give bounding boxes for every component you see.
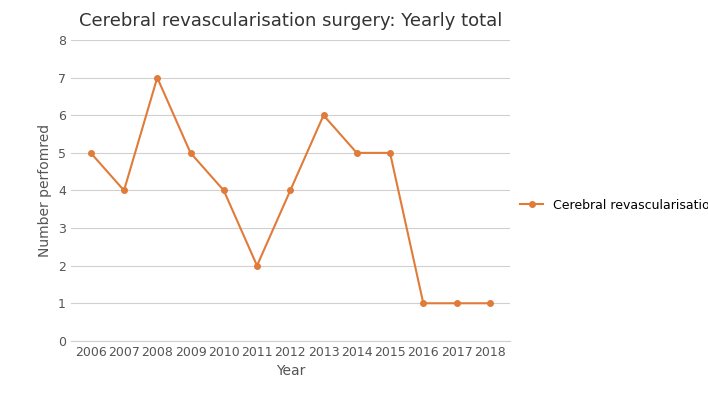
Title: Cerebral revascularisation surgery: Yearly total: Cerebral revascularisation surgery: Year…	[79, 12, 502, 30]
X-axis label: Year: Year	[275, 364, 305, 378]
Cerebral revascularisation	[153, 75, 161, 80]
Y-axis label: Number perfomred: Number perfomred	[38, 124, 52, 257]
Line: Cerebral revascularisation: Cerebral revascularisation	[88, 75, 493, 306]
Cerebral revascularisation	[353, 150, 361, 155]
Cerebral revascularisation	[452, 301, 461, 306]
Cerebral revascularisation	[86, 150, 95, 155]
Cerebral revascularisation	[386, 150, 394, 155]
Cerebral revascularisation	[120, 188, 128, 193]
Legend: Cerebral revascularisation: Cerebral revascularisation	[520, 199, 708, 212]
Cerebral revascularisation	[286, 188, 295, 193]
Cerebral revascularisation	[486, 301, 494, 306]
Cerebral revascularisation	[419, 301, 428, 306]
Cerebral revascularisation	[186, 150, 195, 155]
Cerebral revascularisation	[319, 113, 328, 118]
Cerebral revascularisation	[253, 263, 261, 268]
Cerebral revascularisation	[219, 188, 228, 193]
